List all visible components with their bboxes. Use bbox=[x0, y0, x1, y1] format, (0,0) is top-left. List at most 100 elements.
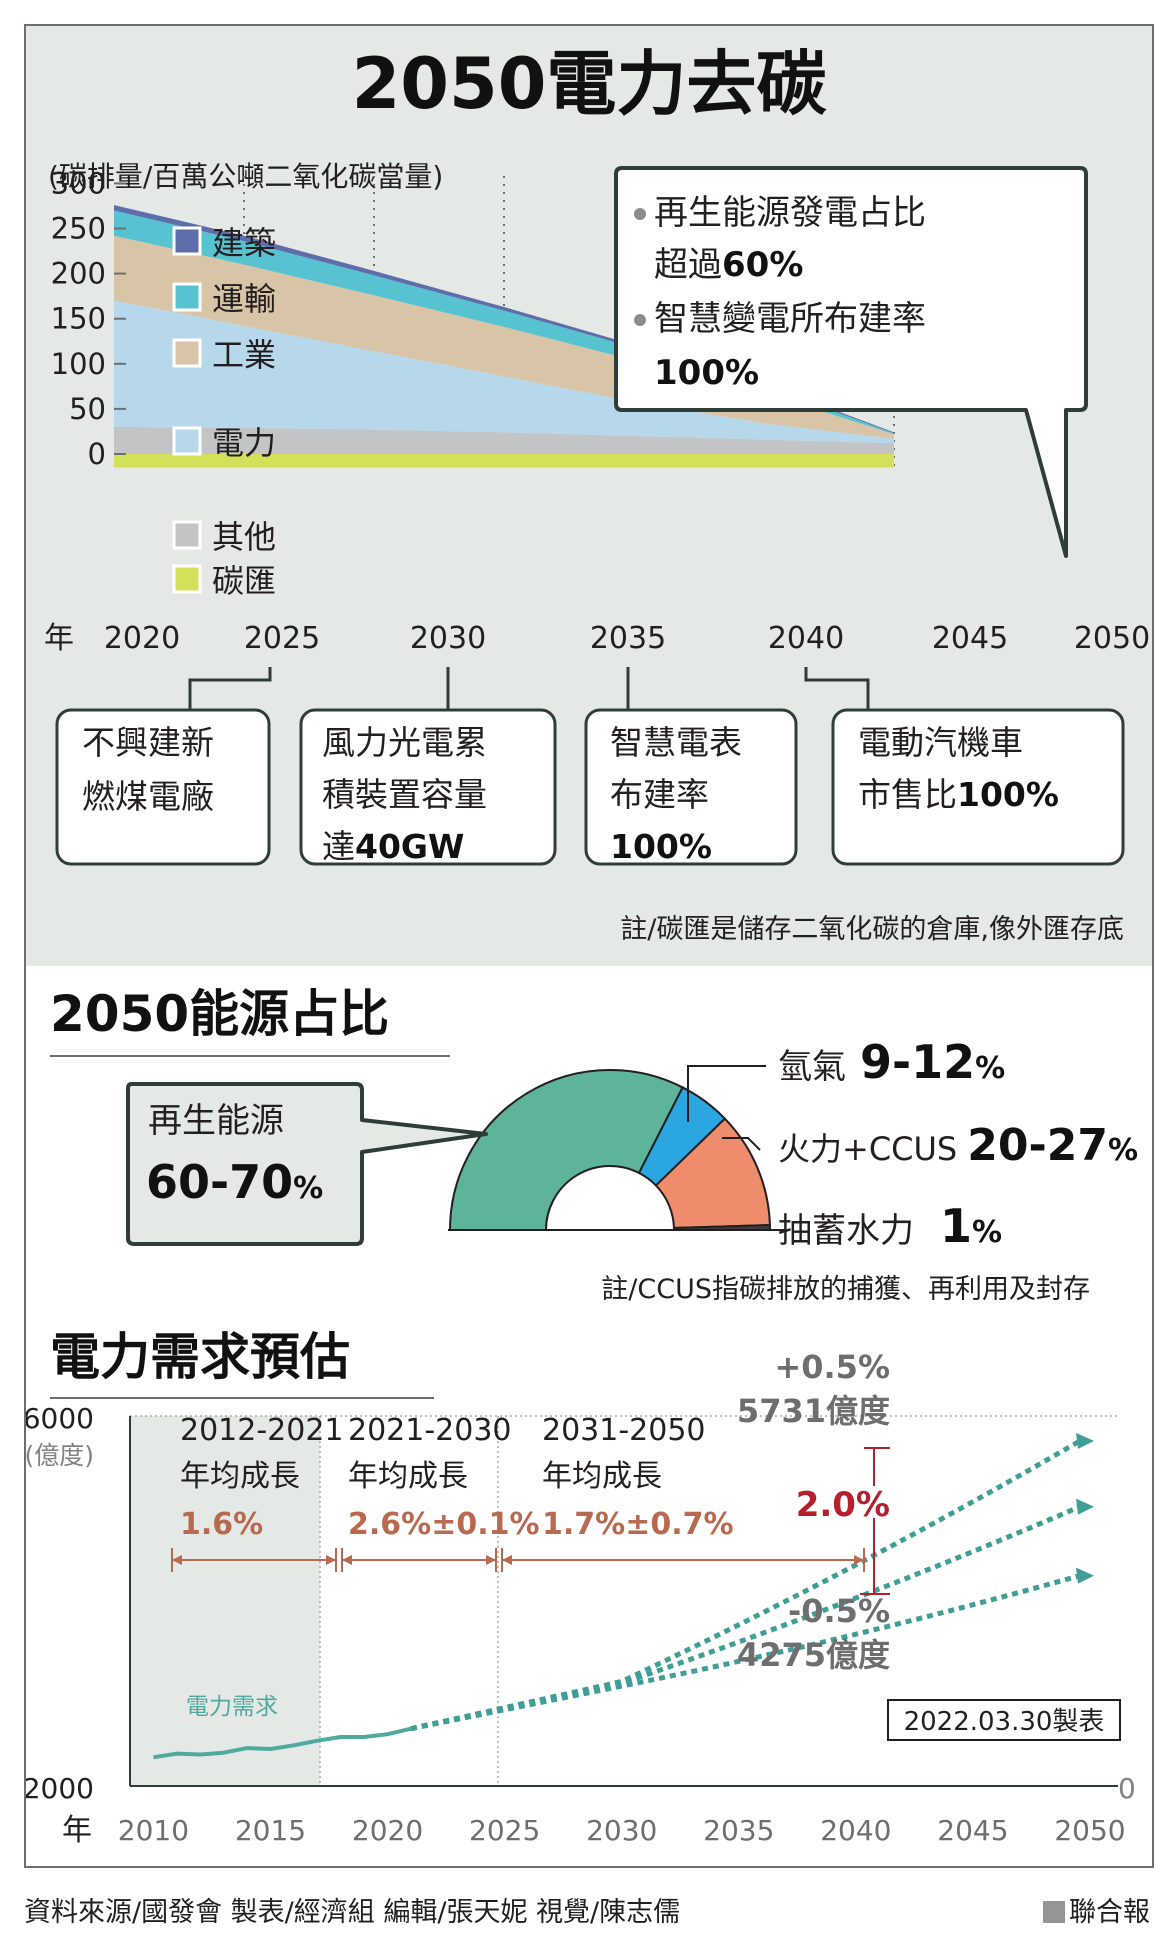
thermal-name: 火力+CCUS bbox=[778, 1130, 957, 1168]
y-tick-label: 100 bbox=[51, 347, 106, 381]
callout-bubble bbox=[614, 166, 1088, 558]
demand-x-tick-label: 2045 bbox=[937, 1814, 1008, 1847]
x-tick-label: 2025 bbox=[244, 621, 320, 656]
milestone-2030-line-3: 達40GW bbox=[322, 827, 464, 866]
milestone-box-2030: 風力光電累 積裝置容量 達40GW bbox=[299, 708, 557, 866]
renewable-share-callout: 再生能源 60-70% bbox=[126, 1082, 488, 1246]
footer: 資料來源/國發會 製表/經濟組 編輯/張天妮 視覺/陳志儒 聯合報 bbox=[24, 1890, 1150, 1928]
period-3-label: 年均成長 bbox=[542, 1459, 662, 1494]
callout-line-4: 100% bbox=[654, 353, 759, 393]
period-1-years: 2012-2021 bbox=[180, 1413, 344, 1448]
y-tick-label: 250 bbox=[51, 212, 106, 246]
demand-projection-arrow-0 bbox=[1076, 1432, 1094, 1449]
connector-2040 bbox=[804, 667, 870, 710]
milestone-box-frame bbox=[55, 708, 271, 866]
demand-y-bottom: 2000 bbox=[24, 1772, 94, 1805]
upper-value: 5731億度 bbox=[737, 1392, 890, 1430]
x-tick-label: 2040 bbox=[768, 621, 844, 656]
renewable-value-percent: % bbox=[293, 1171, 323, 1206]
period-3-years: 2031-2050 bbox=[542, 1413, 706, 1448]
renewable-value: 60-70% bbox=[146, 1155, 323, 1209]
demand-projection-line-0 bbox=[410, 1438, 1082, 1732]
area-layer-carbon-sink bbox=[114, 454, 894, 468]
donut-slice-0 bbox=[448, 1069, 684, 1231]
legend-swatch bbox=[172, 282, 202, 312]
bullet-dot bbox=[634, 208, 646, 220]
legend-label: 電力 bbox=[212, 424, 276, 462]
renewable-target-callout: 再生能源發電占比 超過60% 智慧變電所布建率 100% bbox=[614, 166, 1088, 558]
demand-x-tick-label: 2050 bbox=[1054, 1814, 1125, 1847]
hydro-value: 1 bbox=[940, 1199, 972, 1253]
milestone-2040-prefix: 市售比 bbox=[858, 775, 957, 814]
milestone-2040-line-2: 市售比100% bbox=[858, 775, 1059, 814]
legend-swatch bbox=[172, 226, 202, 256]
donut-leader-lines bbox=[687, 1065, 766, 1231]
callout-line-1: 再生能源發電占比 bbox=[654, 193, 926, 233]
demand-y-top: 6000 bbox=[24, 1402, 94, 1435]
legend-swatch bbox=[172, 564, 202, 594]
legend-label: 建築 bbox=[212, 224, 276, 262]
y-tick-label: 300 bbox=[51, 166, 106, 200]
x-axis-year-label: 年 bbox=[44, 621, 74, 656]
thermal-percent: % bbox=[1108, 1133, 1138, 1168]
area-chart-x-ticks: 2020 2025 2030 2035 2040 2045 2050 bbox=[104, 621, 1150, 656]
demand-history-line bbox=[153, 1726, 412, 1760]
infographic-frame: 2050電力去碳 (碳排量/百萬公噸二氧化碳當量) 0 50 100 150 200 25… bbox=[24, 24, 1154, 1868]
footer-credits: 資料來源/國發會 製表/經濟組 編輯/張天妮 視覺/陳志儒 bbox=[24, 1897, 681, 1928]
x-tick-label: 2045 bbox=[932, 621, 1008, 656]
legend-label: 運輸 bbox=[212, 280, 276, 318]
ccus-note: 註/CCUS指碳排放的捕獲、再利用及封存 bbox=[601, 1274, 1090, 1305]
leader-hydrogen bbox=[687, 1065, 766, 1122]
demand-x-ticks: 2010 2015 2020 2025 2030 2035 2040 2045 2050 bbox=[118, 1814, 1126, 1847]
date-stamp-box bbox=[887, 1699, 1121, 1741]
milestone-2030-value: 40GW bbox=[355, 827, 464, 866]
bracket-2-arrow-left bbox=[342, 1555, 352, 1565]
demand-year-label: 年 bbox=[62, 1813, 92, 1848]
milestone-2035-line-2: 布建率 bbox=[610, 775, 709, 814]
demand-x-tick-label: 2040 bbox=[820, 1814, 891, 1847]
demand-section-title: 電力需求預估 bbox=[50, 1328, 350, 1386]
renewable-value-number: 60-70 bbox=[146, 1155, 293, 1209]
bracket-1-arrow-right bbox=[326, 1555, 336, 1565]
energy-share-half-donut bbox=[448, 1069, 786, 1231]
hydrogen-label: 氫氣 9-12% bbox=[778, 1035, 1005, 1089]
legend-swatch bbox=[172, 520, 202, 550]
callout-line-2a: 超過 bbox=[654, 245, 722, 285]
power-demand-chart: 2010 2015 2020 2025 2030 2035 2040 2045 2050 bbox=[118, 1415, 1126, 1847]
milestone-2025-line-1: 不興建新 bbox=[82, 723, 214, 762]
leader-thermal bbox=[722, 1137, 761, 1151]
hydrogen-name: 氫氣 bbox=[778, 1047, 846, 1087]
legend-label: 碳匯 bbox=[212, 562, 276, 600]
period-2-rate: 2.6%±0.1% bbox=[348, 1507, 540, 1542]
y-tick-label: 200 bbox=[51, 257, 106, 291]
milestone-2040-line-1: 電動汽機車 bbox=[858, 723, 1023, 762]
milestone-2025-line-2: 燃煤電廠 bbox=[82, 777, 214, 816]
brand-square-icon bbox=[1043, 1901, 1065, 1923]
x-tick-label: 2035 bbox=[590, 621, 666, 656]
historical-shade bbox=[130, 1416, 320, 1786]
period-2-label: 年均成長 bbox=[348, 1459, 468, 1494]
callout-line-2b: 60% bbox=[722, 245, 803, 285]
demand-projection-line-1 bbox=[410, 1504, 1081, 1732]
hydrogen-value: 9-12 bbox=[860, 1035, 975, 1089]
demand-y-zero: 0 bbox=[1118, 1772, 1136, 1805]
y-tick-label: 50 bbox=[69, 392, 106, 426]
milestone-2035-value: 100% bbox=[610, 827, 712, 866]
legend-swatch bbox=[172, 338, 202, 368]
milestone-box-2040: 電動汽機車 市售比100% bbox=[831, 708, 1125, 866]
demand-x-tick-label: 2010 bbox=[118, 1814, 189, 1847]
demand-y-unit: (億度) bbox=[24, 1441, 94, 1470]
milestone-box-frame bbox=[831, 708, 1125, 866]
y-tick-label: 150 bbox=[51, 302, 106, 336]
page-title: 2050電力去碳 bbox=[352, 43, 828, 125]
demand-projection-arrow-1 bbox=[1076, 1498, 1094, 1515]
demand-projection-arrow-2 bbox=[1076, 1567, 1094, 1584]
renewable-label: 再生能源 bbox=[148, 1101, 284, 1141]
mid-value: 2.0% bbox=[796, 1485, 890, 1525]
footer-brand-name: 聯合報 bbox=[1069, 1897, 1150, 1928]
hydro-label: 抽蓄水力 1% bbox=[778, 1199, 1002, 1253]
footer-brand: 聯合報 bbox=[1043, 1890, 1150, 1929]
thermal-value: 20-27 bbox=[967, 1120, 1108, 1171]
milestone-box-frame bbox=[299, 708, 557, 866]
